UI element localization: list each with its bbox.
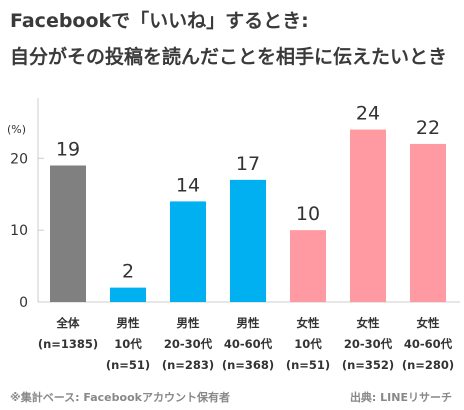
data-label: 17: [236, 153, 260, 175]
x-tick-label: 20-30代: [344, 337, 393, 351]
x-tick-label: 10代: [294, 337, 322, 351]
x-tick-label: (n=51): [286, 358, 330, 372]
x-tick-label: 40-60代: [404, 337, 453, 351]
x-tick-label: 40-60代: [224, 337, 273, 351]
x-tick-label: (n=280): [402, 358, 454, 372]
x-tick-label: 全体: [56, 316, 80, 330]
data-label: 14: [176, 174, 200, 196]
bar: [110, 287, 146, 302]
x-tick-label: (n=283): [162, 358, 214, 372]
data-label: 19: [56, 138, 80, 160]
y-tick-label: 10: [10, 223, 28, 239]
y-tick-label: 20: [10, 151, 28, 167]
bar: [290, 230, 326, 302]
x-tick-label: 女性: [297, 316, 320, 330]
bar: [410, 143, 446, 302]
bar: [230, 179, 266, 302]
y-axis-unit: (%): [7, 123, 26, 136]
y-tick-label: 0: [19, 295, 28, 311]
data-label: 10: [296, 203, 320, 225]
bar-chart: (%) 0 10 20 19 全体 (n=1385) 2 男性 10代 (n=51) 14 男性 20-3…: [7, 98, 460, 372]
chart-title-line2: 自分がその投稿を読んだことを相手に伝えたいとき: [10, 46, 448, 68]
data-label: 22: [416, 117, 440, 139]
x-tick-label: (n=1385): [38, 337, 98, 351]
bar: [50, 165, 86, 302]
x-tick-label: 20-30代: [164, 337, 213, 351]
x-tick-label: 男性: [237, 316, 260, 330]
bar: [350, 129, 386, 302]
x-tick-label: 男性: [177, 316, 200, 330]
x-tick-label: 女性: [357, 316, 380, 330]
x-tick-label: (n=51): [106, 358, 150, 372]
x-tick-label: 男性: [117, 316, 140, 330]
bar: [170, 201, 206, 302]
data-label: 2: [122, 261, 134, 283]
x-tick-label: 10代: [114, 337, 142, 351]
x-tick-label: (n=368): [222, 358, 274, 372]
x-tick-label: (n=352): [342, 358, 394, 372]
base-note: ※集計ベース: Facebookアカウント保有者: [10, 391, 230, 404]
chart-title-line1: Facebookで「いいね」するとき:: [10, 10, 309, 32]
data-label: 24: [356, 103, 380, 125]
x-tick-label: 女性: [417, 316, 440, 330]
source-note: 出典: LINEリサーチ: [349, 391, 452, 404]
